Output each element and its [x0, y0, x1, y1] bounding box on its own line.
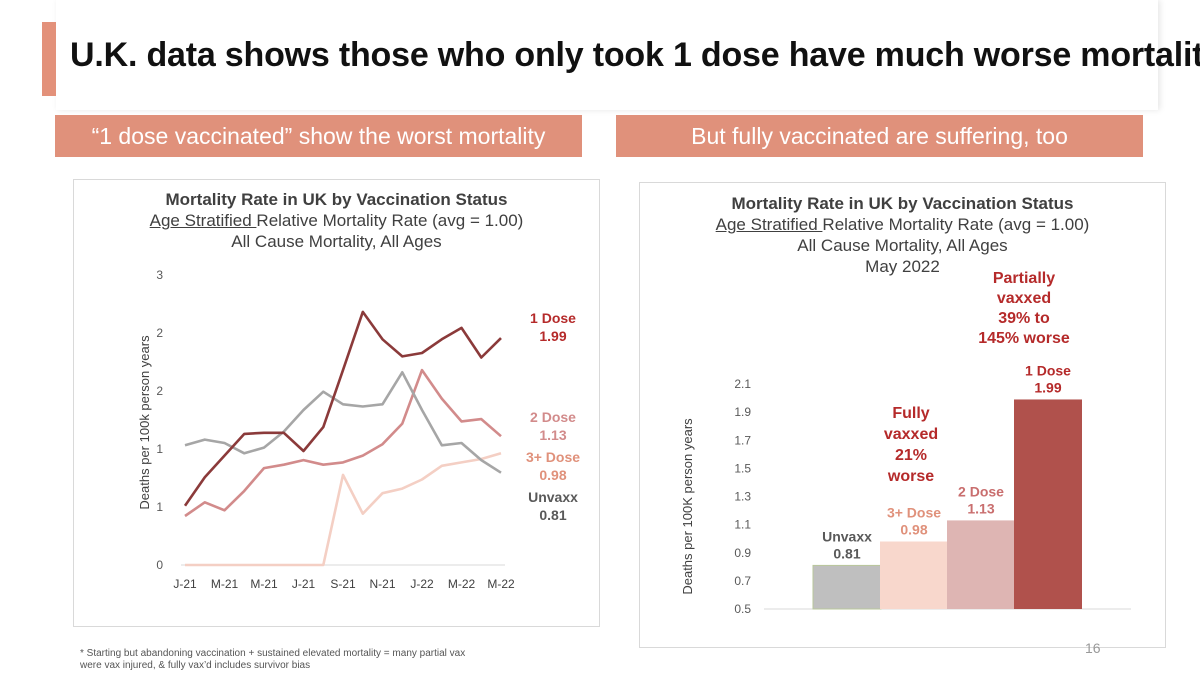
- right-chart-subtitle: Age Stratified Relative Mortality Rate (…: [640, 215, 1165, 235]
- annotation-partial-line: Partially: [993, 270, 1055, 287]
- y-tick-label: 1.1: [734, 518, 751, 532]
- series-end-label: 1 Dose: [530, 310, 576, 326]
- bar-value-label: 0.81: [833, 545, 860, 561]
- y-tick-label: 2: [156, 326, 163, 340]
- bar-value-label: 0.98: [900, 522, 927, 538]
- x-tick-label: N-21: [369, 577, 395, 591]
- x-tick-label: S-21: [330, 577, 356, 591]
- left-chart-subtitle-rest: Relative Mortality Rate (avg = 1.00): [256, 211, 524, 230]
- x-tick-label: J-21: [173, 577, 197, 591]
- bar-2-dose: [947, 520, 1015, 609]
- right-chart-subtitle3: May 2022: [865, 257, 940, 276]
- series-end-label: Unvaxx: [528, 489, 578, 505]
- series-end-value: 0.98: [539, 467, 566, 483]
- series-end-label: 3+ Dose: [526, 449, 580, 465]
- x-tick-label: M-21: [250, 577, 278, 591]
- line-chart: 0 1 1 2 2 3 Deaths per 100k person years J-21 M-…: [137, 268, 580, 591]
- left-chart-subtitle2: All Cause Mortality, All Ages: [231, 232, 442, 251]
- x-tick-label: J-22: [410, 577, 434, 591]
- x-tick-label: M-22: [487, 577, 515, 591]
- title-accent-bar: [42, 22, 56, 96]
- right-banner: But fully vaccinated are suffering, too: [616, 115, 1143, 157]
- bar-value-label: 1.13: [967, 500, 994, 516]
- y-tick-label: 0: [156, 558, 163, 572]
- y-tick-label: 1: [156, 442, 163, 456]
- bar-category-label: Unvaxx: [822, 528, 872, 544]
- y-tick-label: 0.5: [734, 602, 751, 616]
- left-chart-subtitle: Age Stratified Relative Mortality Rate (…: [74, 211, 599, 231]
- bar-1-dose: [1014, 399, 1082, 609]
- y-tick-label: 0.7: [734, 574, 751, 588]
- bar-value-label: 1.99: [1034, 379, 1061, 395]
- bar-chart: 0.5 0.7 0.9 1.1 1.3 1.5 1.7 1.9 2.1 Deaths per 10…: [680, 270, 1131, 616]
- series-line-1-dose: [183, 310, 502, 507]
- footnote-line2: were vax injured, & fully vax’d includes…: [80, 660, 311, 671]
- left-banner: “1 dose vaccinated” show the worst morta…: [55, 115, 582, 157]
- series-line-unvaxx: [184, 371, 502, 474]
- x-tick-label: M-21: [211, 577, 239, 591]
- left-chart-title: Mortality Rate in UK by Vaccination Stat…: [165, 190, 508, 209]
- series-end-value: 0.81: [539, 507, 566, 523]
- annotation-partial-line: 39% to: [998, 310, 1050, 327]
- footnote-line1: * Starting but abandoning vaccination + …: [80, 648, 466, 659]
- annotation-fully-line: 21%: [895, 447, 927, 464]
- y-axis-label: Deaths per 100K person years: [680, 418, 695, 595]
- annotation-partial-line: vaxxed: [997, 290, 1051, 307]
- x-tick-label: M-22: [448, 577, 476, 591]
- left-chart-panel: Mortality Rate in UK by Vaccination Stat…: [73, 179, 600, 627]
- series-end-value: 1.99: [539, 328, 566, 344]
- annotation-fully-line: Fully: [892, 405, 929, 422]
- series-line-2-dose: [184, 368, 502, 518]
- y-tick-label: 1.5: [734, 461, 751, 475]
- series-end-value: 1.13: [539, 427, 566, 443]
- left-chart-subtitle-underlined: Age Stratified: [149, 211, 257, 230]
- x-tick-label: J-21: [292, 577, 316, 591]
- slide-title: U.K. data shows those who only took 1 do…: [70, 36, 1200, 74]
- right-chart-title: Mortality Rate in UK by Vaccination Stat…: [731, 194, 1074, 213]
- y-tick-label: 1.7: [734, 433, 751, 447]
- y-tick-label: 2.1: [734, 377, 751, 391]
- bar-category-label: 2 Dose: [958, 483, 1004, 499]
- page-number: 16: [1085, 640, 1101, 656]
- title-panel: [56, 0, 1158, 110]
- right-chart-subtitle2: All Cause Mortality, All Ages: [797, 236, 1008, 255]
- footnote: * Starting but abandoning vaccination + …: [80, 648, 500, 672]
- annotation-partial-line: 145% worse: [978, 330, 1070, 347]
- annotation-fully-line: vaxxed: [884, 426, 938, 443]
- annotation-fully-line: worse: [887, 468, 934, 485]
- bar-category-label: 3+ Dose: [887, 505, 941, 521]
- y-tick-label: 3: [156, 268, 163, 282]
- series-end-label: 2 Dose: [530, 409, 576, 425]
- y-tick-label: 1.9: [734, 405, 751, 419]
- bar-3-dose: [880, 541, 948, 609]
- y-tick-label: 0.9: [734, 546, 751, 560]
- bar-category-label: 1 Dose: [1025, 362, 1071, 378]
- y-tick-label: 2: [156, 384, 163, 398]
- series-line-3-dose: [185, 452, 502, 567]
- right-chart-subtitle-underlined: Age Stratified: [715, 215, 823, 234]
- y-tick-label: 1: [156, 500, 163, 514]
- y-tick-label: 1.3: [734, 490, 751, 504]
- bar-unvaxx: [812, 564, 882, 610]
- y-axis-label: Deaths per 100k person years: [137, 335, 152, 510]
- right-chart-subtitle-rest: Relative Mortality Rate (avg = 1.00): [822, 215, 1090, 234]
